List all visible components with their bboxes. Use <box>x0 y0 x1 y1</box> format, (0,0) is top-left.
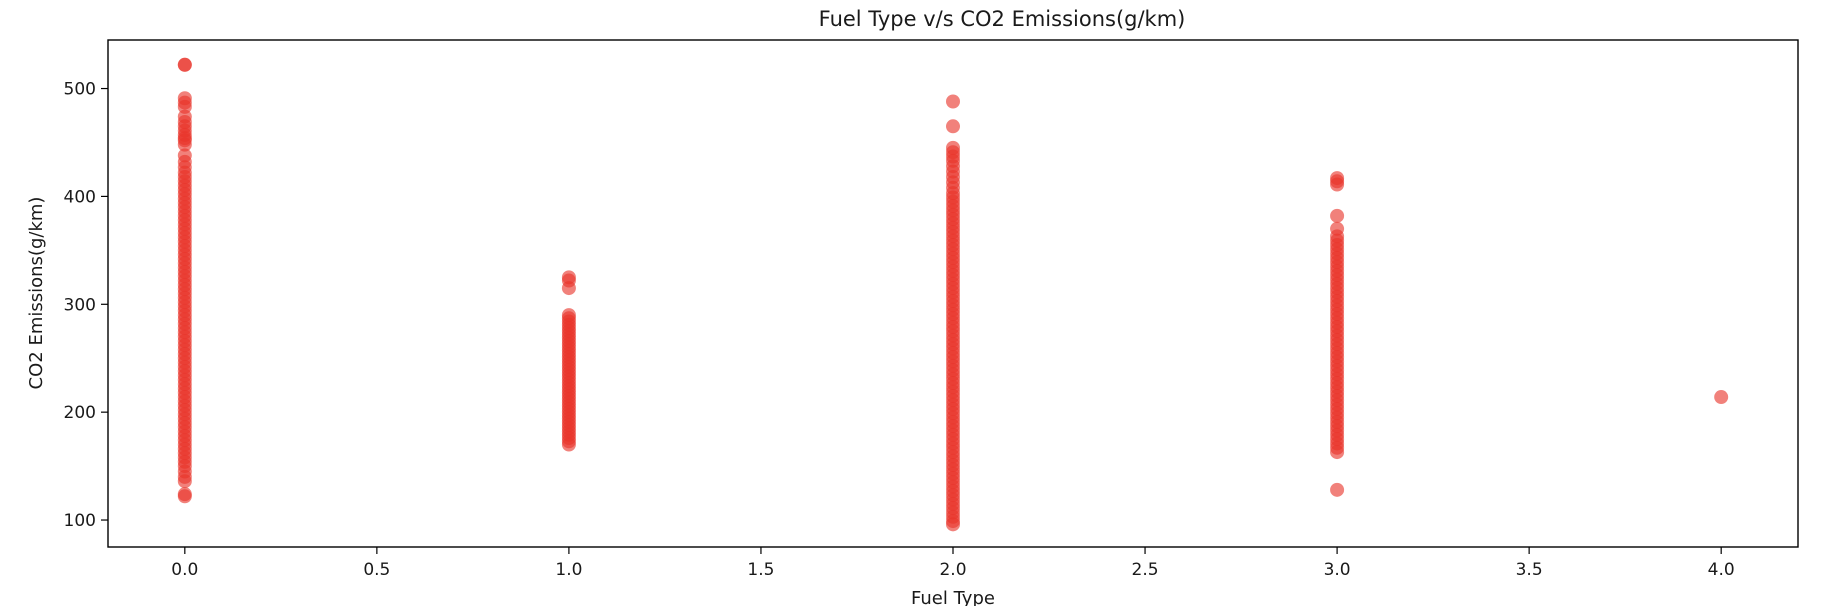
data-point <box>177 474 192 489</box>
x-axis-label: Fuel Type <box>911 588 995 606</box>
data-point <box>1330 482 1345 497</box>
data-point <box>1330 177 1345 192</box>
y-axis: 100 200 300 400 500 <box>64 80 108 531</box>
data-point <box>946 517 960 532</box>
data-point <box>561 437 576 452</box>
series-x-2 <box>946 94 960 532</box>
y-tick-label: 100 <box>64 511 96 531</box>
data-point <box>177 57 192 72</box>
x-tick-label: 3.5 <box>1516 560 1543 580</box>
data-point <box>1330 445 1345 460</box>
y-axis-label: CO2 Emissions(g/km) <box>26 197 47 390</box>
series-x-1 <box>561 270 576 452</box>
chart-title: Fuel Type v/s CO2 Emissions(g/km) <box>819 7 1186 31</box>
x-tick-label: 2.0 <box>939 560 966 580</box>
y-tick-label: 200 <box>64 403 96 423</box>
data-point <box>1330 208 1345 223</box>
x-tick-label: 3.0 <box>1324 560 1351 580</box>
x-tick-label: 0.0 <box>171 560 198 580</box>
x-axis: 0.0 0.5 1.0 1.5 2.0 2.5 3.0 3.5 4.0 <box>171 547 1735 580</box>
y-tick-label: 500 <box>64 80 96 100</box>
y-tick-label: 300 <box>64 295 96 315</box>
x-tick-label: 0.5 <box>363 560 390 580</box>
series-x-3 <box>1330 171 1345 497</box>
x-tick-label: 1.5 <box>747 560 774 580</box>
series-x-0 <box>177 57 192 504</box>
series-x-4 <box>1714 390 1729 405</box>
data-point <box>946 119 960 134</box>
data-point <box>177 489 192 504</box>
y-tick-label: 400 <box>64 187 96 207</box>
data-point <box>1714 390 1729 405</box>
x-tick-label: 1.0 <box>555 560 582 580</box>
x-tick-label: 4.0 <box>1708 560 1735 580</box>
data-point <box>177 99 192 114</box>
data-point <box>177 137 192 152</box>
data-point <box>946 94 960 109</box>
x-tick-label: 2.5 <box>1132 560 1159 580</box>
data-point <box>561 281 576 296</box>
points-layer <box>177 57 1729 532</box>
